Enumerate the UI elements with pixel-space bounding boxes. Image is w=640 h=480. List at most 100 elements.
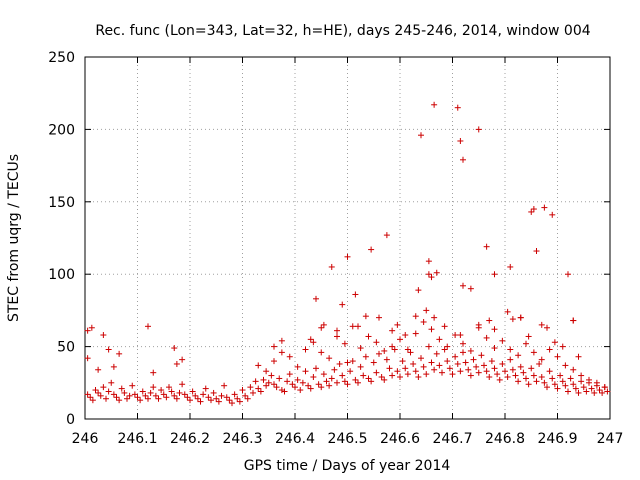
data-point xyxy=(428,274,435,281)
data-point xyxy=(236,398,243,405)
data-point xyxy=(313,295,319,302)
data-point xyxy=(415,374,422,381)
x-tick-label: 246.1 xyxy=(117,431,157,447)
data-point xyxy=(95,389,102,396)
data-point xyxy=(255,385,262,392)
data-point xyxy=(536,360,543,367)
data-point xyxy=(473,363,480,370)
data-point xyxy=(105,388,112,395)
data-point xyxy=(310,339,317,346)
data-point xyxy=(334,379,340,386)
data-point xyxy=(284,378,291,385)
data-point xyxy=(184,394,191,401)
data-point xyxy=(289,381,296,388)
data-point xyxy=(163,394,170,401)
data-point xyxy=(368,246,375,253)
data-point xyxy=(103,395,109,402)
data-point xyxy=(168,388,175,395)
data-point xyxy=(436,362,443,369)
data-point xyxy=(431,101,438,108)
data-point xyxy=(394,368,401,375)
y-tick-label: 250 xyxy=(48,50,75,66)
data-point xyxy=(339,372,346,379)
data-point xyxy=(601,384,608,391)
data-point xyxy=(410,360,417,367)
data-point xyxy=(381,376,388,383)
data-point xyxy=(470,356,477,363)
data-point xyxy=(499,337,506,344)
data-point xyxy=(386,365,393,372)
data-point xyxy=(383,356,390,363)
data-point xyxy=(362,313,369,320)
data-point xyxy=(541,379,548,386)
data-point xyxy=(457,137,464,144)
data-point xyxy=(318,324,325,331)
data-point xyxy=(483,368,490,375)
data-point xyxy=(460,340,466,347)
data-point xyxy=(460,156,466,163)
data-point xyxy=(475,126,482,133)
data-point xyxy=(509,366,516,373)
data-point xyxy=(315,381,322,388)
data-point xyxy=(160,391,167,398)
data-point xyxy=(344,253,351,260)
data-point xyxy=(326,382,333,389)
data-point xyxy=(517,363,524,370)
data-point xyxy=(391,346,398,353)
data-point xyxy=(286,371,293,378)
data-point xyxy=(173,395,180,402)
data-point xyxy=(465,366,472,373)
data-point xyxy=(278,349,285,356)
data-point xyxy=(100,332,107,339)
data-point xyxy=(357,363,364,370)
data-point xyxy=(449,371,456,378)
data-point xyxy=(231,391,238,398)
x-tick-label: 246.6 xyxy=(380,431,420,447)
data-point xyxy=(425,343,432,350)
data-point xyxy=(454,104,461,111)
data-point xyxy=(580,384,587,391)
data-point xyxy=(570,366,577,373)
data-point xyxy=(549,375,556,382)
data-point xyxy=(525,333,532,340)
data-point xyxy=(457,368,464,375)
data-point xyxy=(92,387,99,394)
data-point xyxy=(352,291,359,298)
data-point xyxy=(150,384,157,391)
data-point xyxy=(423,307,430,314)
data-point xyxy=(586,376,592,383)
data-point xyxy=(533,378,540,385)
data-points xyxy=(84,101,611,407)
data-point xyxy=(84,327,91,334)
data-point xyxy=(341,340,348,347)
data-point xyxy=(339,301,346,308)
data-point xyxy=(100,384,107,391)
data-point xyxy=(257,388,264,395)
data-point xyxy=(570,381,577,388)
data-point xyxy=(166,384,172,391)
data-point xyxy=(551,339,558,346)
data-point xyxy=(370,359,377,366)
data-point xyxy=(496,376,503,383)
x-tick-label: 246 xyxy=(72,431,99,447)
data-point xyxy=(373,369,380,376)
data-point xyxy=(239,387,246,394)
data-point xyxy=(255,362,262,369)
data-point xyxy=(368,378,375,385)
x-tick-label: 247 xyxy=(597,431,624,447)
data-point xyxy=(499,360,506,367)
data-point xyxy=(263,368,270,375)
x-tick-label: 246.8 xyxy=(485,431,525,447)
data-point xyxy=(528,208,535,215)
data-point xyxy=(467,285,474,292)
data-point xyxy=(179,381,186,388)
data-point xyxy=(302,368,309,375)
data-point xyxy=(578,372,585,379)
data-point xyxy=(355,323,361,330)
data-point xyxy=(187,397,193,404)
data-point xyxy=(483,334,490,341)
data-point xyxy=(376,350,382,357)
data-point xyxy=(444,358,451,365)
data-point xyxy=(507,263,514,270)
data-point xyxy=(271,381,277,388)
